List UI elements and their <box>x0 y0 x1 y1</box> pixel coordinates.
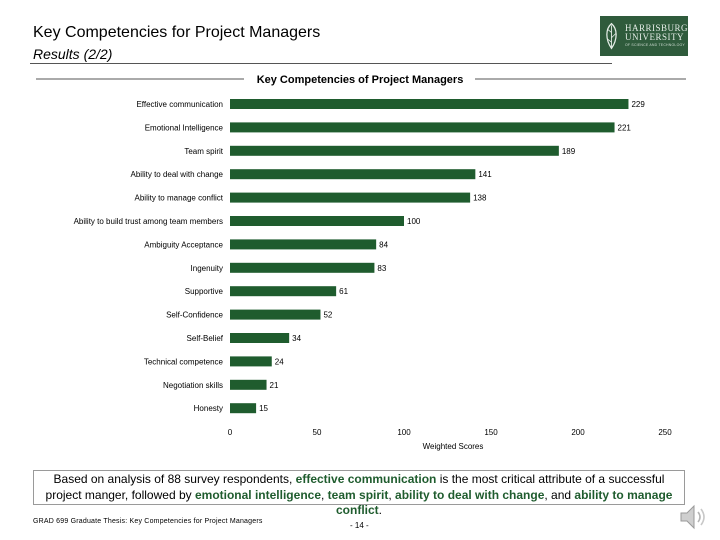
bar <box>230 216 404 226</box>
category-label: Negotiation skills <box>163 381 223 390</box>
x-tick-label: 100 <box>397 428 411 437</box>
bar <box>230 356 272 367</box>
summary-highlight-1: effective communication <box>295 472 437 486</box>
category-label: Ingenuity <box>191 264 223 273</box>
x-axis-label: Weighted Scores <box>423 442 484 451</box>
bar <box>230 145 559 156</box>
category-label: Self-Confidence <box>166 311 223 320</box>
speaker-icon[interactable] <box>676 500 710 534</box>
bar <box>230 169 476 180</box>
x-tick-label: 250 <box>658 428 672 437</box>
bar-value-label: 229 <box>631 100 645 109</box>
bar-value-label: 141 <box>478 170 492 179</box>
bar-value-label: 221 <box>618 123 632 132</box>
category-label: Effective communication <box>136 100 223 109</box>
logo-leaf-icon <box>606 22 617 50</box>
chart-title: Key Competencies of Project Managers <box>257 74 464 86</box>
category-label: Technical competence <box>144 357 224 366</box>
competency-bar-chart: Key Competencies of Project Managers Eff… <box>36 74 686 451</box>
bar-value-label: 84 <box>379 240 388 249</box>
x-tick-label: 200 <box>571 428 585 437</box>
category-label: Ability to build trust among team member… <box>74 217 223 226</box>
bar <box>230 379 267 390</box>
category-label: Emotional Intelligence <box>145 123 224 132</box>
bar-value-label: 61 <box>339 287 348 296</box>
bar <box>230 239 377 250</box>
bar-value-label: 15 <box>259 404 268 413</box>
category-label: Ability to deal with change <box>131 170 224 179</box>
category-label: Ability to manage conflict <box>135 194 224 203</box>
bar-value-label: 138 <box>473 194 487 203</box>
bar-value-label: 34 <box>292 334 301 343</box>
bar-value-label: 52 <box>323 311 332 320</box>
bar <box>230 262 375 273</box>
summary-text-2: is the most critical attribute of a succ… <box>45 472 665 502</box>
summary-highlight-3: team spirit <box>327 487 389 502</box>
bar-value-label: 189 <box>562 147 576 156</box>
summary-text-4: , <box>388 487 396 502</box>
logo-line-1: HARRISBURG <box>624 23 688 34</box>
bar-value-label: 24 <box>275 357 284 366</box>
logo-line-2: UNIVERSITY <box>624 32 684 43</box>
page-title: Key Competencies for Project Managers <box>33 24 321 41</box>
x-tick-label: 0 <box>228 428 233 437</box>
summary-text-1: Based on analysis of 88 survey responden… <box>53 472 296 486</box>
category-label: Honesty <box>194 404 223 413</box>
summary-highlight-5: ability to manage conflict <box>335 487 673 518</box>
category-label: Ambiguity Acceptance <box>144 240 223 249</box>
x-tick-label: 150 <box>484 428 498 437</box>
bar <box>230 286 337 297</box>
x-tick-label: 50 <box>313 428 322 437</box>
footer-course-title: GRAD 699 Graduate Thesis: Key Competenci… <box>33 518 263 525</box>
logo-line-3: OF SCIENCE AND TECHNOLOGY <box>624 43 685 48</box>
summary-highlight-2: emotional intelligence <box>194 487 321 502</box>
bar <box>230 403 257 414</box>
summary-text-6: . <box>378 503 382 517</box>
bar <box>230 122 615 133</box>
summary-highlight-4: ability to deal with change <box>395 487 545 502</box>
bar-value-label: 100 <box>407 217 421 226</box>
footer-page-number: - 14 - <box>350 521 369 530</box>
bar <box>230 192 471 203</box>
header-divider <box>30 63 612 64</box>
category-label: Supportive <box>185 287 224 296</box>
category-label: Team spirit <box>184 147 223 156</box>
summary-text-3: , <box>321 487 328 502</box>
category-label: Self-Belief <box>187 334 224 343</box>
university-logo: HARRISBURG UNIVERSITY OF SCIENCE AND TEC… <box>600 16 688 56</box>
summary-text-5: , and <box>544 487 575 502</box>
bar <box>230 99 629 109</box>
bar <box>230 333 290 343</box>
summary-box: Based on analysis of 88 survey responden… <box>33 470 685 517</box>
bar-value-label: 83 <box>377 264 386 273</box>
bar-value-label: 21 <box>270 381 279 390</box>
bar <box>230 309 321 320</box>
page-subtitle: Results (2/2) <box>33 46 113 62</box>
